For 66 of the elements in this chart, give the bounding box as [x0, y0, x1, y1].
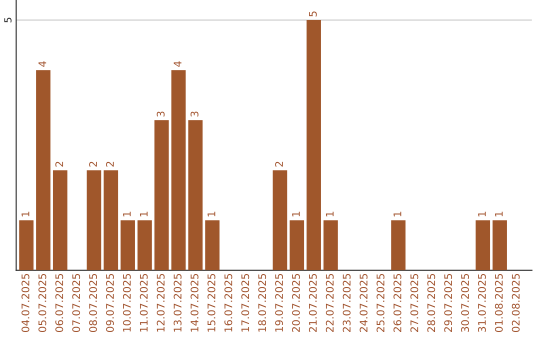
data-label: 1 [208, 212, 216, 216]
x-tick-label: 31.07.2025 [478, 274, 486, 332]
x-tick-label: 17.07.2025 [241, 274, 250, 332]
bar [290, 220, 304, 270]
x-tick-label: 04.07.2025 [21, 274, 30, 332]
data-label: 3 [190, 112, 198, 117]
x-tick-label: 24.07.2025 [360, 274, 368, 332]
bar [19, 220, 34, 270]
x-tick-label: 30.07.2025 [461, 274, 469, 332]
data-label: 2 [275, 162, 283, 167]
bar [391, 220, 406, 270]
x-tick-label: 15.07.2025 [207, 274, 216, 332]
data-label: 3 [156, 112, 165, 117]
bar [86, 170, 102, 270]
bar [120, 220, 135, 270]
x-tick-label: 27.07.2025 [410, 274, 418, 332]
bar [306, 20, 321, 270]
x-tick-label: 01.08.2025 [494, 274, 503, 332]
data-label: 2 [55, 162, 64, 167]
data-label: 2 [89, 162, 97, 167]
x-tick-label: 26.07.2025 [393, 274, 402, 332]
data-label: 4 [38, 61, 46, 67]
bar [324, 220, 338, 270]
x-tick-label: 16.07.2025 [224, 274, 232, 332]
x-tick-label: 18.07.2025 [258, 274, 266, 332]
x-tick-label: 02.08.2025 [512, 274, 520, 332]
data-label: 1 [22, 212, 30, 216]
data-label: 5 [309, 12, 317, 16]
x-tick-label: 25.07.2025 [376, 274, 384, 332]
bar [272, 170, 288, 270]
x-tick-label: 07.07.2025 [72, 274, 80, 332]
bar [52, 170, 68, 270]
data-label: 1 [140, 212, 148, 216]
data-label: 1 [495, 212, 503, 216]
bar [476, 220, 490, 270]
bar [492, 220, 507, 270]
x-tick-label: 10.07.2025 [122, 274, 131, 332]
x-tick-label: 08.07.2025 [89, 274, 97, 332]
x-tick-label: 13.07.2025 [174, 274, 182, 332]
x-tick-label: 28.07.2025 [427, 274, 436, 332]
x-tick-label: 21.07.2025 [308, 274, 317, 332]
bar [104, 170, 118, 270]
x-tick-label: 23.07.2025 [342, 274, 351, 332]
data-label: 1 [123, 212, 131, 216]
data-label: 4 [174, 61, 182, 67]
x-tick-label: 29.07.2025 [444, 274, 452, 332]
data-label: 1 [326, 212, 334, 216]
data-label: 2 [106, 162, 114, 167]
data-label: 1 [394, 212, 402, 216]
bar [205, 220, 220, 270]
x-tick-label: 06.07.2025 [55, 274, 64, 332]
x-tick-label: 09.07.2025 [106, 274, 114, 332]
bar [138, 220, 152, 270]
x-tick-label: 12.07.2025 [156, 274, 165, 332]
bar [188, 120, 203, 270]
bar [171, 70, 186, 270]
bar [36, 70, 50, 270]
x-tick-label: 22.07.2025 [326, 274, 334, 332]
bar [154, 120, 169, 270]
data-label: 1 [478, 212, 486, 216]
x-tick-label: 11.07.2025 [140, 274, 148, 332]
x-tick-label: 19.07.2025 [275, 274, 283, 332]
x-tick-label: 14.07.2025 [190, 274, 198, 332]
data-label: 1 [292, 212, 300, 216]
x-tick-label: 05.07.2025 [38, 274, 46, 332]
x-tick-label: 20.07.2025 [292, 274, 300, 332]
